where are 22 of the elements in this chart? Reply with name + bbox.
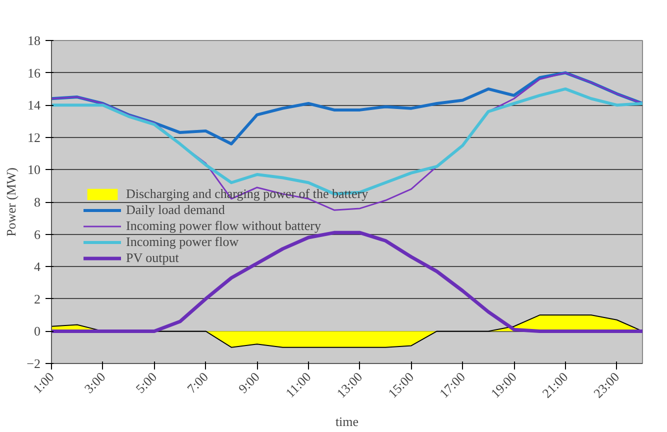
legend-label: Incoming power flow without battery (126, 218, 321, 234)
y-tick-label: 14 (28, 98, 41, 113)
y-axis-title: Power (MW) (4, 168, 19, 236)
y-tick-label: 12 (28, 130, 40, 145)
y-tick-label: 4 (34, 259, 41, 274)
x-axis-title: time (335, 414, 359, 430)
y-tick-label: 18 (28, 33, 40, 48)
x-tick-label: 5:00 (132, 369, 160, 396)
y-tick-label: 16 (28, 65, 41, 80)
y-tick-label: 0 (34, 324, 40, 339)
y-tick-label: 6 (34, 226, 41, 242)
x-tick-label: 9:00 (235, 369, 262, 396)
x-tick-label: 7:00 (184, 369, 211, 396)
x-tick-label: 1:00 (30, 369, 57, 396)
legend-label: PV output (126, 250, 179, 266)
y-tick-label: 2 (34, 291, 40, 306)
legend-label: Daily load demand (126, 202, 225, 218)
y-tick-label: −2 (26, 356, 41, 371)
y-tick-label: 10 (28, 162, 40, 178)
x-tick-label: 3:00 (81, 369, 108, 396)
legend-label: Incoming power flow (126, 234, 239, 250)
y-tick-label: 8 (34, 194, 40, 210)
